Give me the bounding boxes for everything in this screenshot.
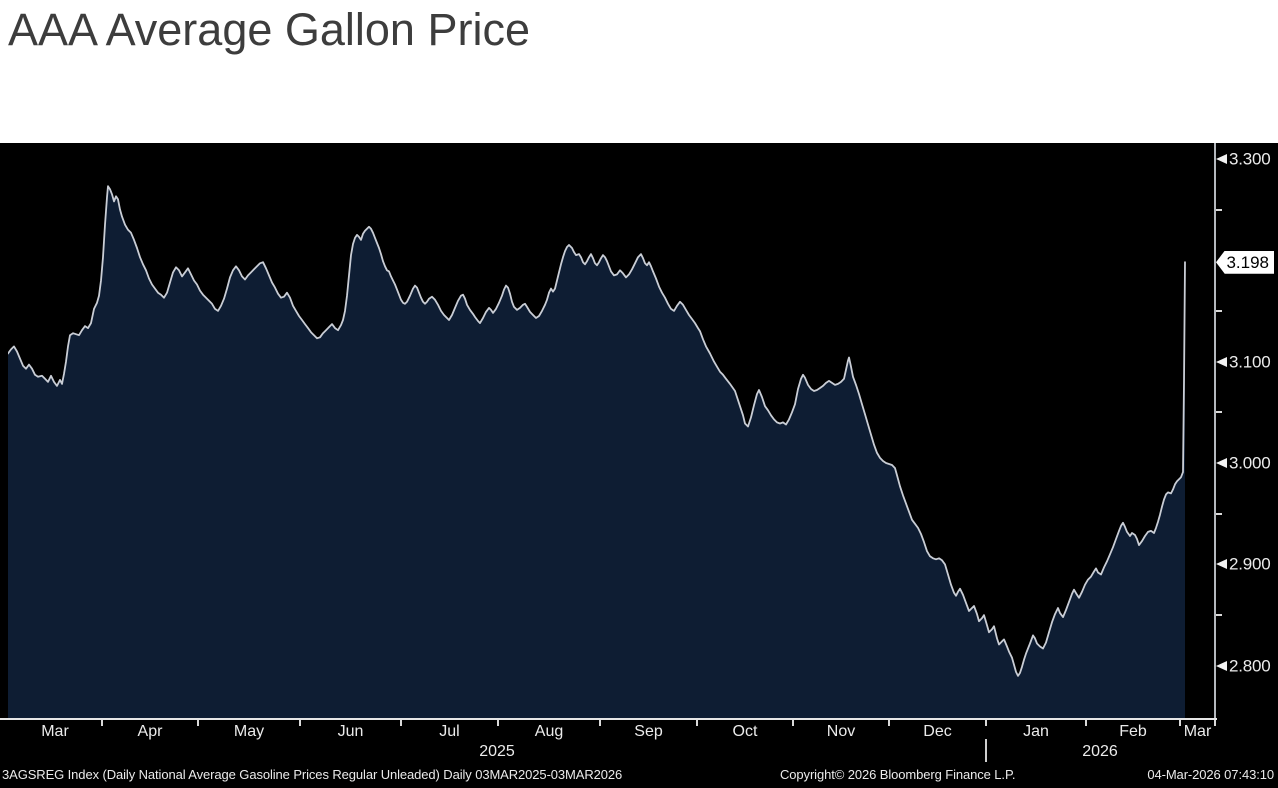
status-bar: 3AGSREG Index (Daily National Average Ga…	[0, 765, 1278, 785]
copyright-text: Copyright© 2026 Bloomberg Finance L.P.	[780, 767, 1016, 782]
x-axis-tick	[101, 720, 103, 726]
y-axis-label: 2.800	[1229, 656, 1271, 676]
month-label-aug-5: Aug	[534, 723, 564, 740]
year-label-2026: 2026	[1082, 743, 1118, 760]
month-label-jul-4: Jul	[439, 723, 460, 740]
y-tick-arrow-icon	[1216, 153, 1227, 164]
x-axis-tick	[696, 720, 698, 726]
month-label-dec-9: Dec	[923, 723, 952, 740]
price-area-chart[interactable]	[8, 143, 1215, 718]
price-area-fill	[8, 186, 1185, 718]
month-label-sep-6: Sep	[634, 723, 663, 740]
x-axis-tick	[888, 720, 890, 726]
month-label-apr-1: Apr	[137, 723, 163, 740]
price-line	[8, 185, 1186, 677]
x-axis-tick	[400, 720, 402, 726]
y-axis-label: 3.000	[1229, 453, 1271, 473]
y-minor-tick	[1216, 512, 1222, 515]
x-axis-tick	[792, 720, 794, 726]
year-label-2025: 2025	[479, 743, 515, 760]
year-divider	[985, 739, 987, 762]
x-axis-tick	[985, 720, 987, 726]
y-minor-tick	[1216, 411, 1222, 414]
month-label-feb-11: Feb	[1119, 723, 1147, 740]
y-axis-label: 2.900	[1229, 554, 1271, 574]
chart-panel: 3.300 3.100 3.000 2.900 2.800 Mar Apr May Jun Ju…	[0, 143, 1278, 788]
y-minor-tick	[1216, 208, 1222, 211]
x-axis-tick	[1214, 720, 1216, 726]
y-minor-tick	[1216, 614, 1222, 617]
y-tick-arrow-icon	[1216, 356, 1227, 367]
page-title: AAA Average Gallon Price	[8, 4, 530, 55]
x-axis-tick	[299, 720, 301, 726]
x-axis-tick	[1179, 720, 1181, 726]
y-tick-arrow-icon	[1216, 559, 1227, 570]
y-tick-arrow-icon	[1216, 660, 1227, 671]
x-axis-tick	[1085, 720, 1087, 726]
y-axis-label: 3.300	[1229, 149, 1271, 169]
ticker-description: 3AGSREG Index (Daily National Average Ga…	[2, 767, 623, 782]
last-price-flag: 3.198	[1216, 250, 1274, 274]
month-label-mar-0: Mar	[41, 723, 69, 740]
y-minor-tick	[1216, 309, 1222, 312]
month-label-mar-12: Mar	[1183, 723, 1212, 740]
x-axis-line	[0, 718, 1217, 720]
x-axis-tick	[599, 720, 601, 726]
y-axis-line	[1214, 143, 1216, 720]
month-label-may-2: May	[233, 723, 265, 740]
month-label-oct-7: Oct	[732, 723, 758, 740]
month-label-nov-8: Nov	[826, 723, 856, 740]
y-tick-arrow-icon	[1216, 457, 1227, 468]
x-axis-tick	[497, 720, 499, 726]
y-axis-label: 3.100	[1229, 352, 1271, 372]
x-axis-tick	[197, 720, 199, 726]
timestamp: 04-Mar-2026 07:43:10	[1147, 767, 1274, 782]
month-label-jan-10: Jan	[1023, 723, 1049, 740]
month-label-jun-3: Jun	[337, 723, 364, 740]
